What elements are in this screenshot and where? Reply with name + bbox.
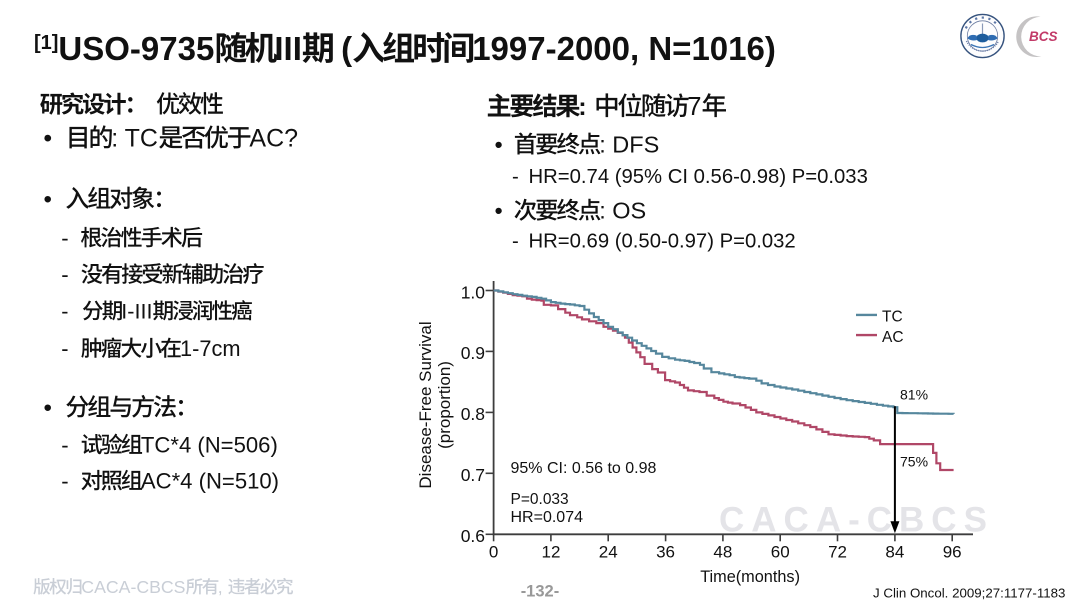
svg-text:1997-2000, N=1016): 1997-2000, N=1016) — [472, 30, 776, 67]
svg-text:III: III — [274, 30, 302, 67]
svg-text:•: • — [44, 186, 52, 213]
svg-text:: DFS: : DFS — [599, 132, 659, 158]
svg-text:75%: 75% — [900, 454, 928, 470]
svg-text:•: • — [44, 395, 52, 422]
svg-text:0.7: 0.7 — [461, 465, 485, 485]
svg-text:•: • — [495, 132, 503, 158]
svg-text:1-7cm: 1-7cm — [180, 336, 241, 361]
svg-text:I-III: I-III — [121, 299, 152, 324]
svg-text:[1]: [1] — [34, 32, 58, 54]
svg-text:60: 60 — [771, 543, 790, 562]
svg-text:: TC: : TC — [111, 125, 158, 153]
svg-text:USO-9735: USO-9735 — [58, 30, 214, 67]
svg-text:HR=0.69 (0.50-0.97) P=0.032: HR=0.69 (0.50-0.97) P=0.032 — [529, 230, 796, 252]
svg-text:0: 0 — [489, 543, 498, 562]
svg-text:AC*4 (N=510): AC*4 (N=510) — [141, 469, 279, 494]
svg-text:0.8: 0.8 — [461, 404, 485, 424]
svg-text:AC?: AC? — [249, 125, 298, 153]
svg-text:1.0: 1.0 — [461, 282, 486, 302]
svg-text:-: - — [61, 469, 68, 494]
svg-text:HR=0.074: HR=0.074 — [511, 509, 584, 526]
svg-text:95% CI: 0.56 to 0.98: 95% CI: 0.56 to 0.98 — [511, 460, 657, 477]
svg-text:24: 24 — [599, 543, 618, 562]
svg-text:-: - — [61, 226, 68, 251]
svg-text::: : — [578, 93, 586, 121]
svg-text:(proportion): (proportion) — [435, 361, 454, 449]
svg-text:-: - — [61, 336, 68, 361]
svg-text:: OS: : OS — [599, 198, 646, 224]
svg-text:TC: TC — [882, 309, 903, 326]
svg-text:-: - — [61, 433, 68, 458]
svg-text:0.9: 0.9 — [461, 343, 485, 363]
svg-text:TC*4 (N=506): TC*4 (N=506) — [141, 433, 278, 458]
svg-text:12: 12 — [542, 543, 561, 562]
svg-text:,: , — [218, 577, 228, 597]
svg-text:72: 72 — [828, 543, 847, 562]
svg-text:-: - — [61, 299, 68, 324]
svg-text:96: 96 — [943, 543, 962, 562]
svg-text:BCS: BCS — [1029, 29, 1058, 44]
svg-text:AC: AC — [882, 329, 904, 346]
svg-text:J Clin Oncol. 2009;27:1177-118: J Clin Oncol. 2009;27:1177-1183 — [873, 586, 1065, 601]
svg-text:0.6: 0.6 — [461, 526, 485, 546]
svg-text:-: - — [512, 166, 519, 188]
svg-text:-: - — [512, 230, 519, 252]
svg-text:P=0.033: P=0.033 — [511, 491, 569, 508]
svg-text:81%: 81% — [900, 387, 928, 403]
svg-text:•: • — [43, 125, 52, 153]
svg-text:-: - — [61, 262, 68, 287]
svg-text:HR=0.74 (95% CI 0.56-0.98) P=0: HR=0.74 (95% CI 0.56-0.98) P=0.033 — [529, 166, 868, 188]
svg-text:•: • — [495, 198, 503, 224]
svg-text:36: 36 — [656, 543, 675, 562]
svg-text:CACA-CBCS: CACA-CBCS — [81, 577, 185, 597]
svg-text:Time(months): Time(months) — [700, 568, 800, 586]
svg-text:(: ( — [332, 30, 352, 67]
svg-text:84: 84 — [885, 543, 904, 562]
svg-text:CACA-CBCS: CACA-CBCS — [719, 501, 994, 540]
svg-text:7: 7 — [687, 93, 701, 121]
svg-text:-132-: -132- — [521, 583, 560, 601]
svg-text:48: 48 — [713, 543, 732, 562]
svg-text:Disease-Free Survival: Disease-Free Survival — [416, 321, 435, 488]
